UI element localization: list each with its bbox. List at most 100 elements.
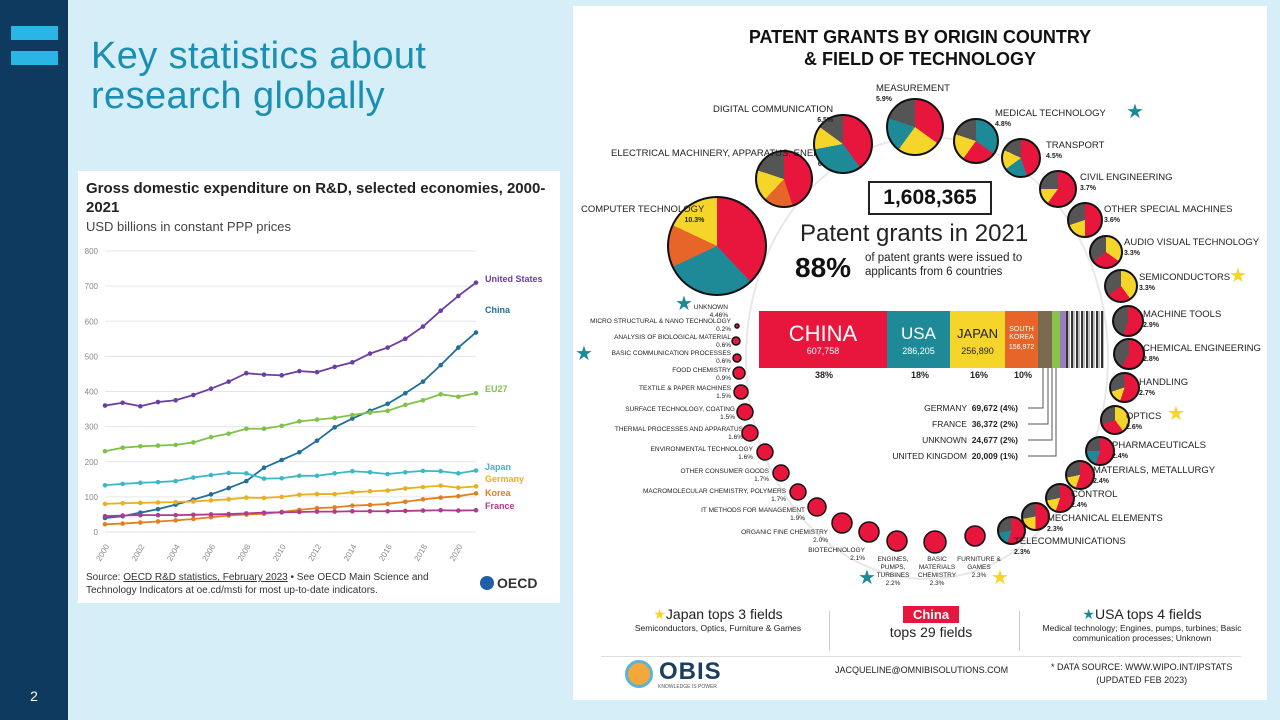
data-point (297, 509, 302, 515)
other-label: GERMANY (924, 403, 967, 413)
cat-name: CONTROL (1071, 489, 1118, 500)
cat-computer-technology: COMPUTER TECHNOLOGY 10.3% (581, 204, 704, 226)
small-category-bubble (789, 483, 807, 501)
data-point (120, 513, 125, 518)
chart-source: Source: OECD R&D statistics, February 20… (86, 571, 466, 597)
x-tick-label: 2016 (377, 542, 394, 562)
data-point (244, 495, 249, 500)
contact-email[interactable]: JACQUELINE@OMNIBISOLUTIONS.COM (835, 665, 1009, 675)
data-point (438, 468, 443, 474)
data-point (297, 368, 302, 374)
bar-seg-japan: JAPAN 256,890 (950, 311, 1005, 368)
cat-name: SEMICONDUCTORS (1139, 272, 1231, 283)
small-category-bubbles (731, 323, 986, 554)
source-link[interactable]: OECD R&D statistics, February 2023 (123, 572, 288, 583)
series-label: Germany (485, 474, 524, 484)
data-point (226, 497, 231, 502)
cat-name: COMPUTER TECHNOLOGY (581, 204, 705, 215)
cat-pct: 5.9% (876, 96, 892, 103)
data-point (438, 495, 443, 500)
small-cat-consumer-goods: OTHER CONSUMER GOODS 1.7% (583, 468, 769, 484)
data-point (403, 390, 408, 396)
cat-mechanical-elements: MECHANICAL ELEMENTS 2.3% (1047, 513, 1163, 535)
small-category-bubble (741, 424, 759, 442)
y-tick-label: 200 (85, 458, 99, 467)
data-point (314, 369, 320, 375)
data-point (403, 336, 408, 342)
small-cat-name: MACROMOLECULAR CHEMISTRY, POLYMERS (642, 488, 786, 495)
cat-name: CHEMICAL ENGINEERING (1143, 343, 1261, 354)
cat-machine-tools: MACHINE TOOLS 2.9% (1143, 309, 1221, 331)
data-point (385, 471, 390, 477)
data-point (367, 502, 373, 508)
cat-pct: 3.3% (1124, 250, 1140, 257)
data-point (155, 519, 161, 524)
y-tick-label: 0 (94, 528, 99, 537)
data-point (155, 399, 161, 405)
cat-name: CIVIL ENGINEERING (1080, 172, 1173, 183)
cat-name: TELECOMMUNICATIONS (1014, 536, 1126, 547)
bar-value: 286,205 (902, 346, 935, 356)
footer-divider (1019, 611, 1020, 651)
data-point (226, 485, 231, 491)
small-cat-pct: 1.5% (716, 393, 731, 400)
data-point (473, 390, 479, 396)
small-category-bubble (964, 525, 986, 547)
data-point (332, 471, 337, 476)
small-cat-it-methods: IT METHODS FOR MANAGEMENT 1.9% (583, 507, 805, 523)
data-point (420, 508, 426, 513)
data-point (385, 401, 390, 407)
other-country-row: FRANCE 36,372 (2%) (873, 419, 1018, 429)
small-cat-pct: 1.5% (720, 414, 735, 421)
data-point (332, 425, 337, 430)
data-point (261, 465, 267, 471)
data-point (279, 510, 284, 515)
data-source: * DATA SOURCE: WWW.WIPO.INT/IPSTATS (UPD… (1051, 661, 1232, 687)
small-cat-thermal: THERMAL PROCESSES AND APPARATUS 1.6% (583, 426, 743, 442)
small-cat-pct: 1.9% (790, 515, 805, 522)
data-point (473, 507, 479, 513)
data-point (279, 494, 284, 500)
bubble-mechanical-elements (1021, 502, 1050, 531)
data-point (314, 505, 320, 511)
data-point (438, 362, 443, 368)
pct-japan: 16% (970, 370, 989, 380)
data-point (385, 345, 390, 350)
bar-name: CHINA (788, 321, 858, 346)
menu-icon[interactable] (11, 26, 58, 66)
cat-name: ELECTRICAL MACHINERY, APPARATUS, ENERGY (611, 148, 834, 159)
footer-divider (829, 611, 830, 651)
cat-name: MACHINE TOOLS (1143, 309, 1222, 320)
data-point (473, 330, 479, 335)
data-point (261, 510, 267, 515)
small-category-bubble (736, 403, 754, 421)
small-cat-pct: 1.6% (738, 454, 753, 461)
small-category-bubble (807, 497, 827, 517)
data-point (297, 419, 302, 424)
bubble-chemical-engineering (1113, 338, 1145, 370)
data-point (138, 443, 143, 449)
series-label: Korea (485, 488, 512, 498)
y-tick-label: 300 (85, 423, 99, 432)
data-point (226, 431, 231, 436)
cat-pct: 3.6% (1104, 217, 1120, 224)
data-point (279, 373, 284, 378)
series-line (104, 281, 477, 408)
small-cat-name: IT METHODS FOR MANAGEMENT (701, 507, 805, 514)
data-point (332, 505, 337, 510)
data-point (350, 468, 355, 474)
total-patents: 1,608,365 (868, 181, 992, 215)
small-cat-name: THERMAL PROCESSES AND APPARATUS (614, 426, 743, 433)
small-cat-name: BASIC COMMUNICATION PROCESSES (611, 350, 731, 357)
data-point (244, 478, 249, 484)
series-line (104, 492, 477, 526)
china-sub: tops 29 fields (889, 624, 973, 640)
cat-pct: 3.7% (1080, 185, 1096, 192)
data-point (155, 443, 161, 448)
small-cat-name: TEXTILE & PAPER MACHINES (639, 385, 731, 392)
data-point (173, 397, 178, 403)
small-cat-environmental: ENVIRONMENTAL TECHNOLOGY 1.6% (583, 446, 753, 462)
oecd-logo-text: OECD (497, 575, 538, 591)
cat-name: MEDICAL TECHNOLOGY (995, 108, 1106, 119)
data-point (456, 293, 461, 299)
